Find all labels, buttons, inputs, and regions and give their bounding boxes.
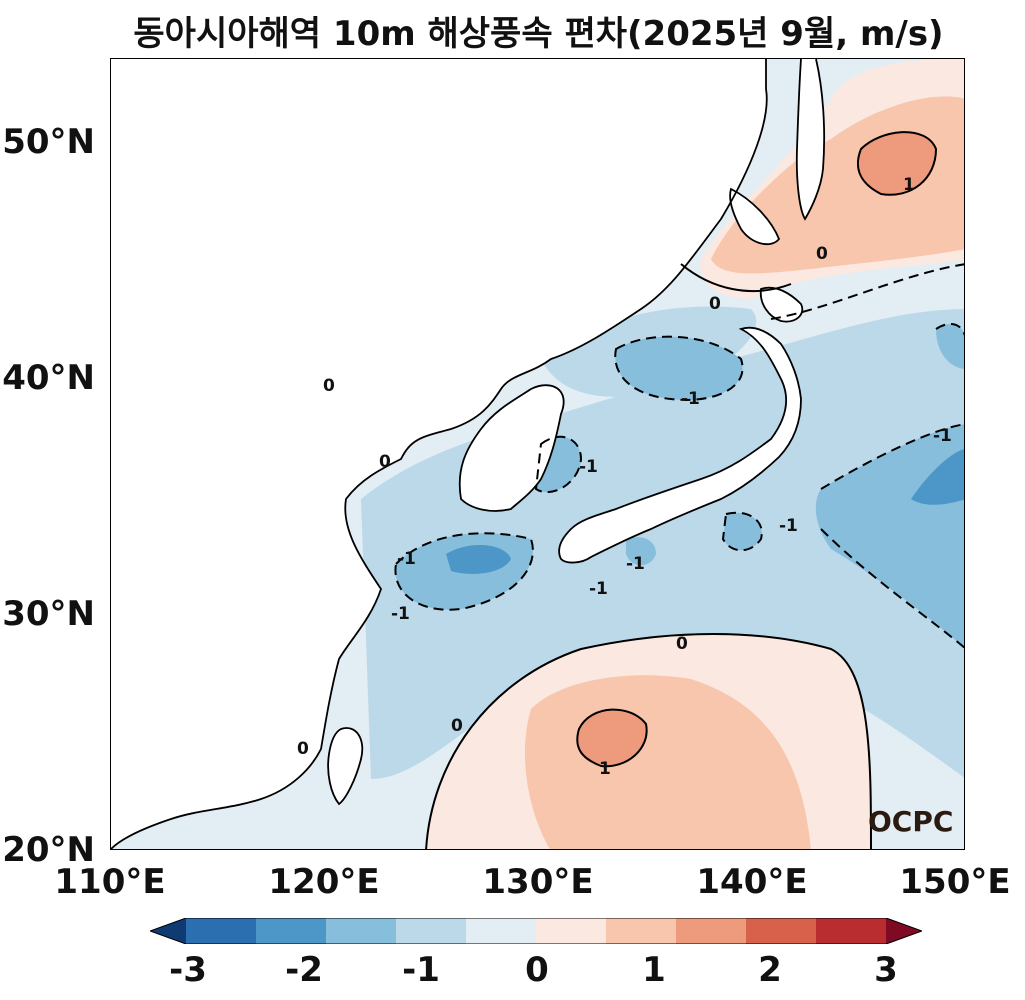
colorbar-extend-low — [150, 918, 186, 944]
colorbar-tick-label: 3 — [874, 950, 898, 990]
x-tick-label: 150°E — [899, 862, 1011, 902]
sakhalin-island — [796, 59, 825, 219]
colorbar-segment — [676, 918, 747, 944]
contour-label: -1 — [626, 554, 645, 574]
coastlines — [111, 59, 826, 849]
colorbar-tick-label: 1 — [642, 950, 666, 990]
y-tick-label: 20°N — [2, 830, 95, 870]
contour-label: -1 — [681, 389, 700, 409]
contour-label: 0 — [323, 376, 335, 396]
colorbar-segment — [746, 918, 817, 944]
colorbar — [150, 918, 922, 944]
contour-label: 0 — [709, 294, 721, 314]
contour-label: 0 — [676, 634, 688, 654]
contour-label: -1 — [589, 579, 608, 599]
colorbar-segment — [606, 918, 677, 944]
contour-label: -1 — [579, 457, 598, 477]
colorbar-segment — [186, 918, 257, 944]
colorbar-tick-label: -1 — [402, 950, 440, 990]
contour-label: 1 — [599, 759, 611, 779]
map-title: 동아시아해역 10m 해상풍속 편차(2025년 9월, m/s) — [133, 14, 944, 54]
y-tick-label: 50°N — [2, 122, 95, 162]
contour-label: 0 — [816, 244, 828, 264]
contour-label: -1 — [933, 426, 952, 446]
map-panel: 0 0 0 0 0 0 0 -1 -1 -1 -1 -1 -1 -1 -1 1 … — [110, 58, 965, 850]
colorbar-tick-label: -3 — [169, 950, 207, 990]
anomaly-map: 0 0 0 0 0 0 0 -1 -1 -1 -1 -1 -1 -1 -1 1 … — [111, 59, 964, 849]
colorbar-segment — [326, 918, 397, 944]
contour-label: -1 — [779, 516, 798, 536]
contour-label: 0 — [451, 716, 463, 736]
contour-labels: 0 0 0 0 0 0 0 -1 -1 -1 -1 -1 -1 -1 -1 1 … — [297, 175, 952, 779]
x-tick-label: 140°E — [696, 862, 808, 902]
x-tick-label: 110°E — [54, 862, 166, 902]
colorbar-tick-label: 2 — [758, 950, 782, 990]
ocpc-watermark: OCPC — [868, 805, 954, 838]
china-landmass — [111, 59, 767, 849]
contour-label: 0 — [379, 452, 391, 472]
y-tick-label: 30°N — [2, 594, 95, 634]
contour-label: -1 — [397, 549, 416, 569]
korea-peninsula — [459, 385, 564, 511]
colorbar-tick-label: -2 — [285, 950, 323, 990]
contour-label: 1 — [903, 175, 915, 195]
colorbar-segment — [816, 918, 887, 944]
taiwan-island — [328, 728, 363, 804]
colorbar-tick-label: 0 — [525, 950, 549, 990]
x-tick-label: 120°E — [268, 862, 380, 902]
colorbar-segment — [536, 918, 607, 944]
contour-label: -1 — [391, 604, 410, 624]
contour-lines — [394, 131, 964, 849]
colorbar-extend-high — [886, 918, 922, 944]
colorbar-segment — [256, 918, 327, 944]
y-tick-label: 40°N — [2, 358, 95, 398]
contour-label: 0 — [297, 739, 309, 759]
x-tick-label: 130°E — [482, 862, 594, 902]
colorbar-segment — [466, 918, 537, 944]
colorbar-segment — [396, 918, 467, 944]
